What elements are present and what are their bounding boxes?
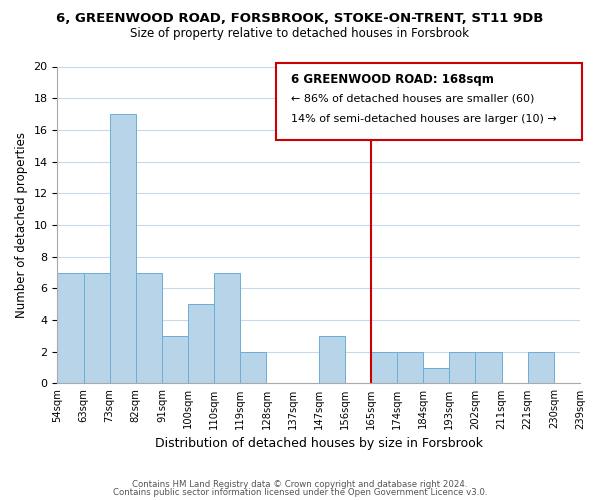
Bar [214,272,241,384]
Bar [136,272,162,384]
X-axis label: Distribution of detached houses by size in Forsbrook: Distribution of detached houses by size … [155,437,483,450]
Bar [188,304,214,384]
Y-axis label: Number of detached properties: Number of detached properties [15,132,28,318]
Bar [475,352,502,384]
Bar [58,272,83,384]
Bar [110,114,136,384]
Text: Size of property relative to detached houses in Forsbrook: Size of property relative to detached ho… [131,28,470,40]
Bar [397,352,423,384]
Bar [162,336,188,384]
Bar [319,336,345,384]
Bar [449,352,475,384]
Text: Contains public sector information licensed under the Open Government Licence v3: Contains public sector information licen… [113,488,487,497]
Text: Contains HM Land Registry data © Crown copyright and database right 2024.: Contains HM Land Registry data © Crown c… [132,480,468,489]
Text: 14% of semi-detached houses are larger (10) →: 14% of semi-detached houses are larger (… [291,114,557,124]
Bar [241,352,266,384]
Text: ← 86% of detached houses are smaller (60): ← 86% of detached houses are smaller (60… [291,94,535,104]
Text: 6, GREENWOOD ROAD, FORSBROOK, STOKE-ON-TRENT, ST11 9DB: 6, GREENWOOD ROAD, FORSBROOK, STOKE-ON-T… [56,12,544,26]
Text: 6 GREENWOOD ROAD: 168sqm: 6 GREENWOOD ROAD: 168sqm [291,72,494,86]
Bar [423,368,449,384]
Bar [371,352,397,384]
Bar [528,352,554,384]
Bar [83,272,110,384]
